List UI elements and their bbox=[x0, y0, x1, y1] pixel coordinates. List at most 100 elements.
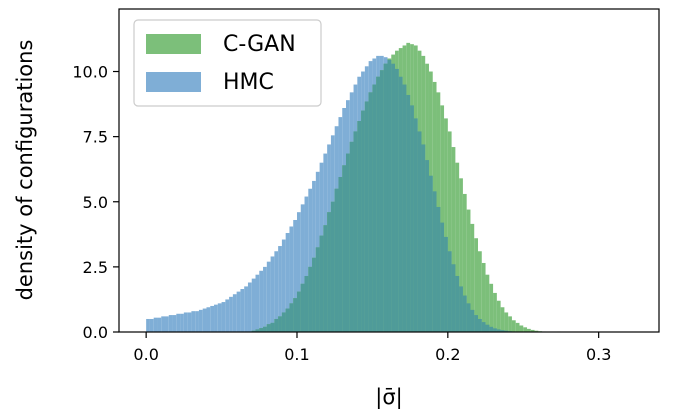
hmc-bar bbox=[255, 274, 260, 332]
hmc-bar bbox=[266, 261, 271, 332]
overlap-bar bbox=[391, 63, 396, 333]
overlap-bar bbox=[285, 308, 290, 332]
overlap-bar bbox=[466, 303, 471, 332]
cgan-bar bbox=[527, 328, 531, 332]
hmc-bar bbox=[214, 304, 218, 332]
overlap-bar bbox=[300, 283, 305, 332]
hmc-bar bbox=[244, 286, 248, 332]
overlap-bar bbox=[417, 131, 422, 332]
overlap-bar bbox=[459, 286, 463, 332]
hmc-bar bbox=[296, 212, 301, 332]
overlap-bar bbox=[406, 94, 411, 332]
hmc-bar bbox=[176, 313, 181, 332]
overlap-bar bbox=[251, 330, 256, 332]
hmc-bar bbox=[225, 299, 230, 332]
hmc-bar bbox=[149, 318, 154, 332]
cgan-bar bbox=[534, 330, 539, 332]
overlap-bar bbox=[372, 84, 377, 333]
y-tick-label: 0.0 bbox=[83, 323, 108, 342]
hmc-bar bbox=[180, 313, 184, 332]
hmc-bar bbox=[157, 317, 162, 332]
overlap-bar bbox=[470, 309, 475, 332]
cgan-bar bbox=[489, 283, 494, 332]
y-tick-label: 7.5 bbox=[83, 128, 108, 147]
cgan-bar bbox=[474, 238, 478, 332]
overlap-bar bbox=[402, 84, 407, 333]
overlap-bar bbox=[500, 330, 505, 332]
overlap-bar bbox=[398, 76, 403, 333]
overlap-bar bbox=[312, 257, 316, 332]
cgan-bar bbox=[511, 320, 516, 332]
overlap-bar bbox=[342, 165, 347, 332]
y-tick-label: 2.5 bbox=[83, 258, 108, 277]
legend-swatch-cgan bbox=[146, 34, 201, 54]
overlap-bar bbox=[504, 330, 509, 332]
hmc-bar bbox=[308, 188, 313, 332]
hmc-bar bbox=[259, 270, 264, 332]
overlap-bar bbox=[395, 68, 399, 333]
legend-label-hmc: HMC bbox=[223, 70, 274, 95]
overlap-bar bbox=[278, 316, 282, 332]
overlap-bar bbox=[293, 298, 297, 332]
y-tick-label: 10.0 bbox=[72, 63, 108, 82]
overlap-bar bbox=[379, 70, 384, 332]
hmc-bar bbox=[183, 312, 188, 332]
x-tick-label: 0.0 bbox=[133, 345, 158, 364]
hmc-bar bbox=[217, 303, 222, 332]
overlap-bar bbox=[304, 275, 309, 332]
hmc-bar bbox=[281, 239, 286, 332]
plot-frame bbox=[118, 8, 660, 333]
overlap-bar bbox=[353, 131, 358, 332]
cgan-bar bbox=[481, 262, 486, 332]
cgan-bar bbox=[523, 327, 528, 332]
overlap-bar bbox=[315, 247, 320, 332]
hmc-bar bbox=[195, 311, 199, 332]
hmc-bar bbox=[187, 312, 192, 332]
overlap-bar bbox=[496, 329, 501, 332]
cgan-bar bbox=[493, 292, 497, 332]
overlap-bar bbox=[387, 59, 392, 333]
overlap-bar bbox=[289, 303, 294, 332]
cgan-bar bbox=[504, 312, 509, 332]
hmc-bar bbox=[300, 204, 305, 332]
overlap-bar bbox=[455, 275, 460, 332]
overlap-bar bbox=[421, 144, 426, 332]
cgan-bar bbox=[519, 325, 524, 332]
cgan-bar bbox=[459, 178, 463, 332]
overlap-bar bbox=[330, 201, 335, 332]
overlap-bar bbox=[364, 101, 369, 332]
hmc-bar bbox=[263, 266, 267, 332]
hmc-bar bbox=[270, 256, 275, 332]
overlap-bar bbox=[334, 188, 339, 332]
hmc-bar bbox=[236, 291, 241, 332]
cgan-bar bbox=[515, 322, 520, 332]
hmc-bar bbox=[274, 251, 279, 332]
overlap-bar bbox=[349, 141, 354, 332]
hmc-bar bbox=[240, 289, 245, 332]
overlap-bar bbox=[296, 291, 301, 332]
cgan-bar bbox=[500, 307, 505, 332]
hmc-bar bbox=[285, 233, 290, 332]
cgan-bar bbox=[444, 118, 448, 332]
hmc-bar bbox=[165, 316, 169, 332]
overlap-bar bbox=[477, 318, 482, 332]
cgan-bar bbox=[451, 147, 456, 332]
cgan-bar bbox=[530, 329, 535, 332]
legend-swatch-hmc bbox=[146, 72, 201, 92]
hmc-bar bbox=[304, 196, 309, 332]
hmc-bar bbox=[161, 316, 166, 332]
overlap-bar bbox=[346, 153, 350, 332]
overlap-bar bbox=[281, 312, 286, 332]
hmc-bar bbox=[229, 296, 233, 332]
overlap-bar bbox=[368, 92, 373, 333]
overlap-bar bbox=[489, 326, 494, 332]
cgan-bar bbox=[462, 193, 467, 332]
overlap-bar bbox=[263, 326, 267, 332]
hmc-bar bbox=[312, 180, 316, 332]
cgan-bar bbox=[440, 105, 445, 333]
cgan-bar bbox=[485, 274, 490, 332]
hmc-bar bbox=[191, 311, 196, 332]
hmc-bar bbox=[172, 315, 177, 332]
hmc-bar bbox=[221, 302, 226, 332]
hmc-bar bbox=[247, 282, 252, 332]
